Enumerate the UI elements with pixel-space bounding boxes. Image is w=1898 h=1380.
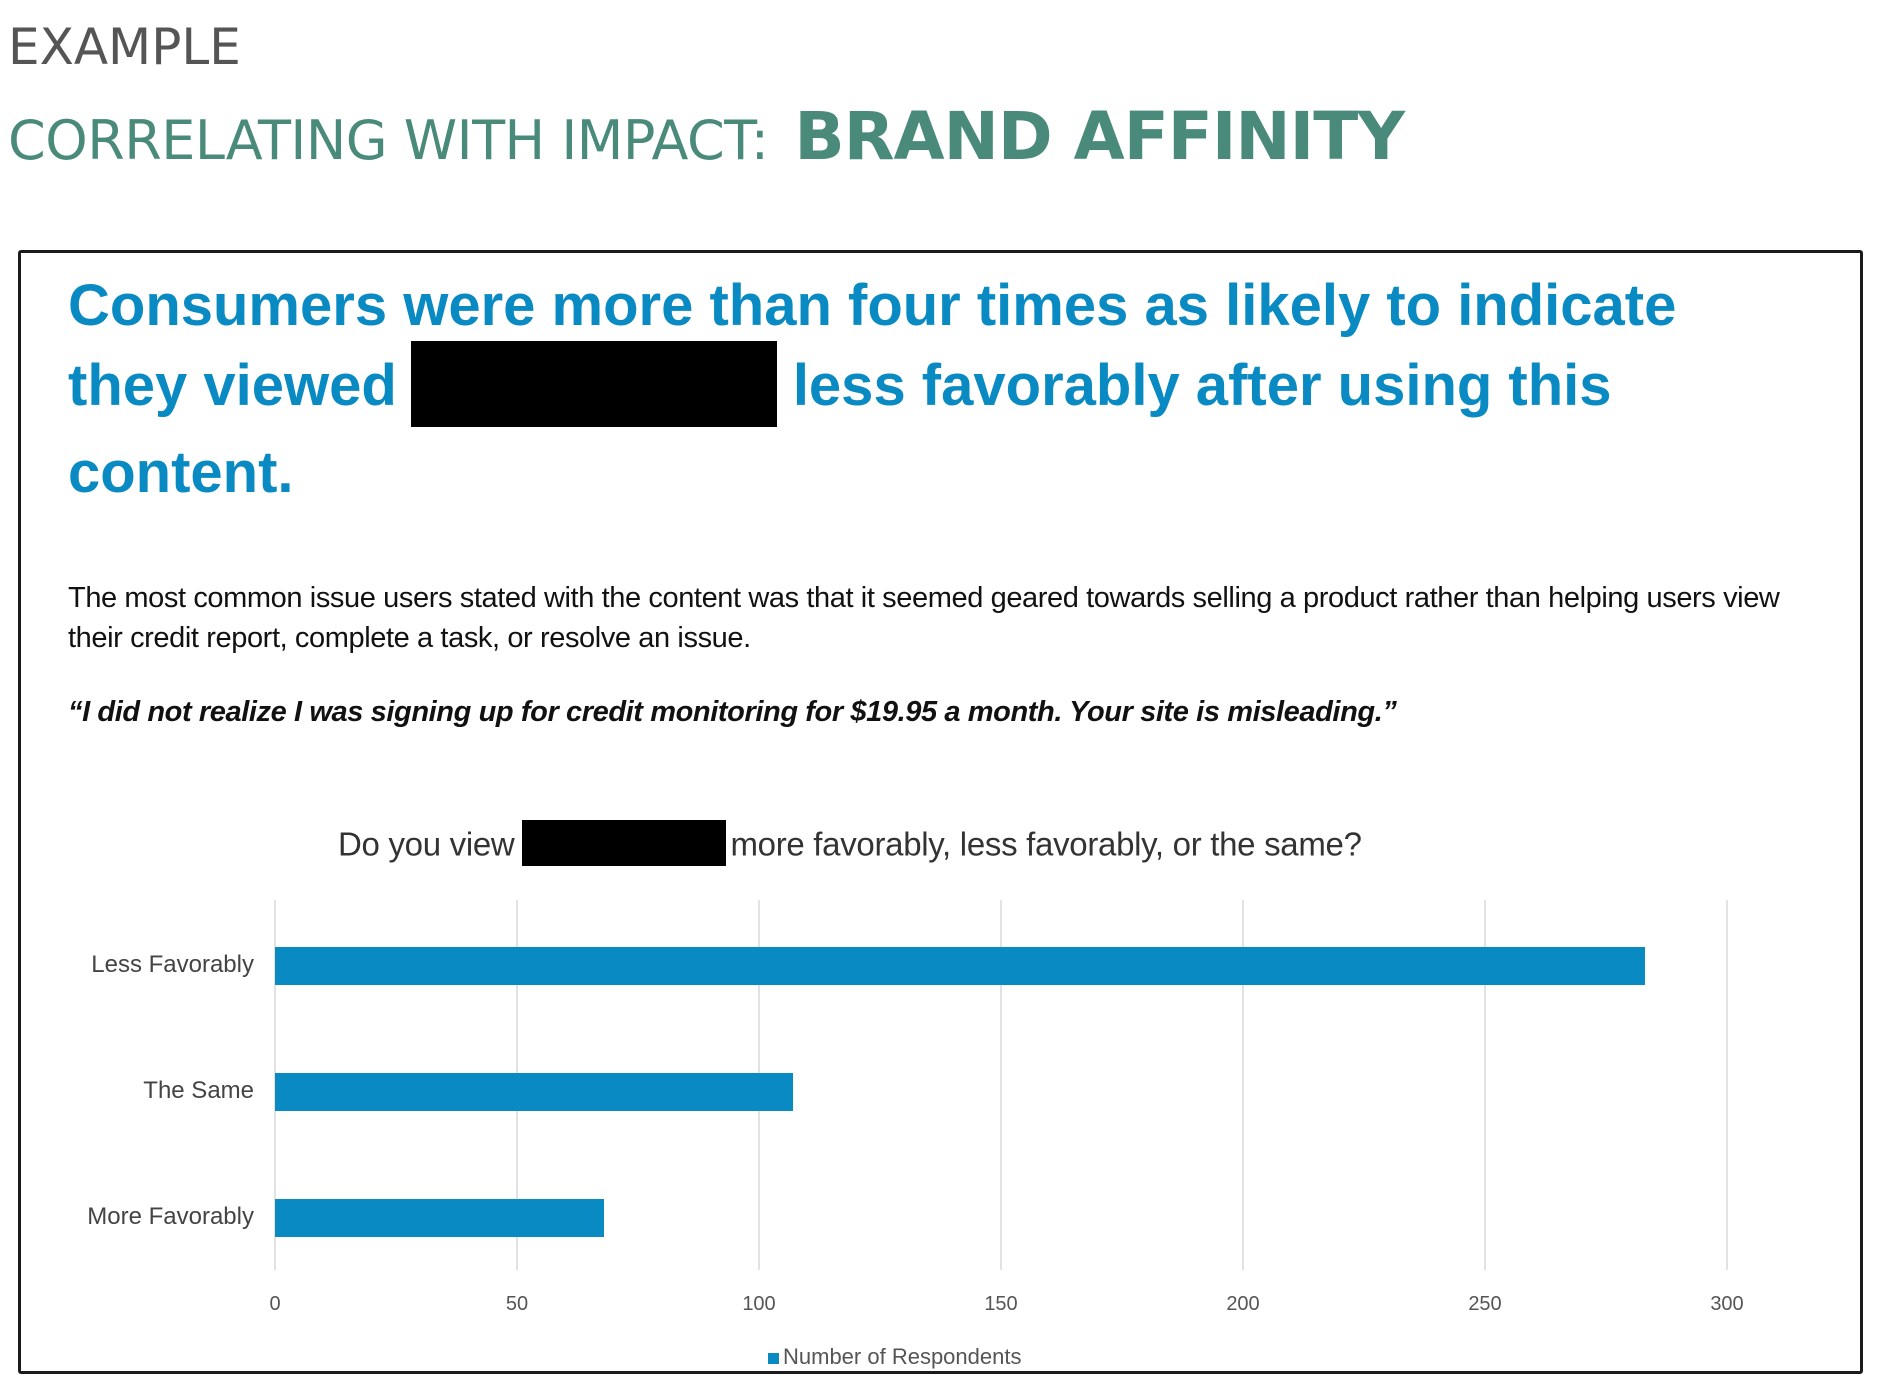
section-title-topic: BRAND AFFINITY [794, 98, 1405, 175]
bar-more-favorably [275, 1199, 605, 1237]
legend-swatch-icon [768, 1353, 779, 1364]
x-tick-label: 300 [1710, 1293, 1744, 1315]
legend-label: Number of Respondents [783, 1344, 1022, 1369]
redaction-box [410, 340, 777, 427]
chart-title-part2: more favorably, less favorably, or the s… [730, 825, 1362, 863]
category-label: Less Favorably [91, 951, 254, 978]
x-tick-label: 100 [742, 1293, 776, 1315]
category-label: More Favorably [87, 1203, 254, 1230]
chart-title: Do you view more favorably, less favorabl… [338, 820, 1362, 870]
x-tick-label: 150 [984, 1293, 1018, 1315]
section-title: CORRELATING WITH IMPACT: BRAND AFFINITY [8, 98, 1405, 175]
chart-legend: Number of Respondents [768, 1344, 1021, 1370]
section-title-lead: CORRELATING WITH IMPACT: [8, 109, 769, 172]
bar-the-same [275, 1073, 793, 1111]
x-tick-label: 250 [1468, 1293, 1502, 1315]
chart-title-part1: Do you view [338, 825, 515, 863]
headline-part2: less favorably after using this content. [68, 353, 1612, 505]
body-paragraph: The most common issue users stated with … [68, 582, 1780, 654]
sketch-frame [18, 250, 1863, 1374]
gridline [1000, 900, 1002, 1270]
x-tick-label: 200 [1226, 1293, 1260, 1315]
x-tick-label: 50 [505, 1293, 529, 1315]
gridline [1242, 900, 1244, 1270]
bar-chart-plot [274, 900, 1728, 1270]
category-label: The Same [143, 1077, 254, 1104]
redaction-box [522, 820, 727, 866]
gridline [1484, 900, 1486, 1270]
x-tick-label: 0 [269, 1293, 281, 1315]
headline: Consumers were more than four times as l… [68, 266, 1788, 513]
gridline [1726, 900, 1728, 1270]
headline-part1: Consumers were more than four times as l… [68, 273, 1677, 418]
bar-less-favorably [275, 947, 1645, 985]
eyebrow-label: EXAMPLE [8, 18, 241, 76]
customer-quote: “I did not realize I was signing up for … [68, 696, 1397, 728]
